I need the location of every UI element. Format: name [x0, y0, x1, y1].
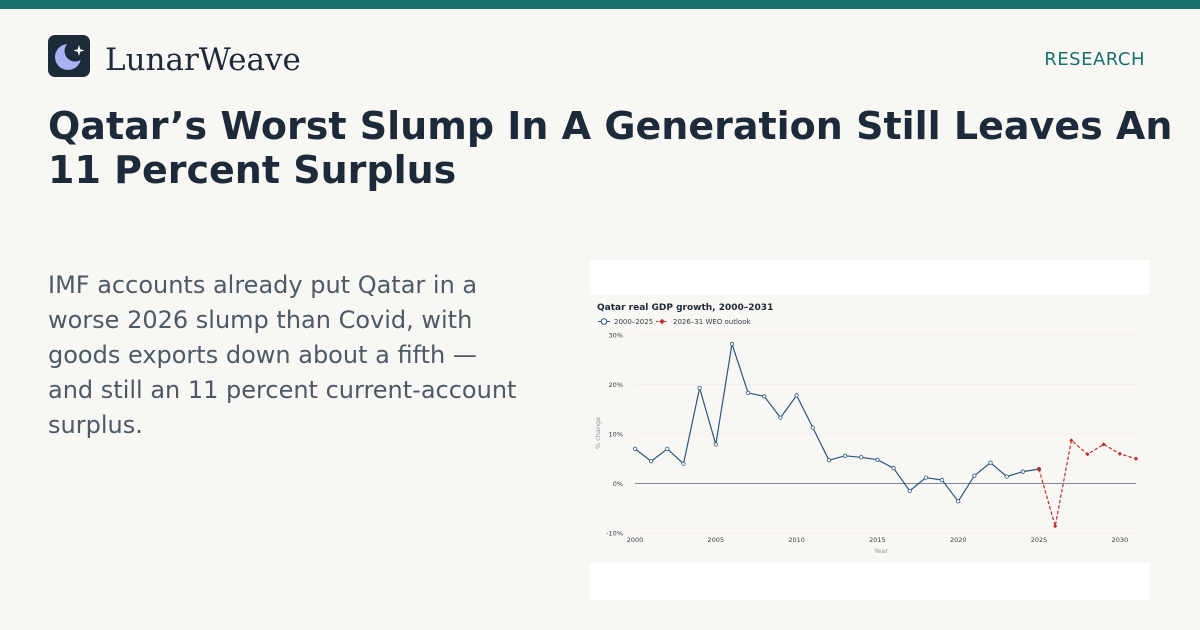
y-tick-label: 10% — [609, 430, 623, 438]
data-point-actual — [988, 460, 993, 465]
data-point-actual — [1004, 474, 1009, 479]
data-point-actual — [778, 415, 783, 420]
data-point-actual — [649, 459, 654, 464]
data-point-actual — [713, 442, 718, 447]
data-point-actual — [665, 446, 670, 451]
series-line-actual — [634, 343, 1040, 503]
data-point-outlook — [1053, 523, 1058, 529]
x-tick-label: 2030 — [1112, 536, 1129, 544]
top-accent-bar — [0, 0, 1200, 9]
data-point-actual — [826, 458, 832, 463]
x-tick-label: 2020 — [950, 536, 967, 544]
y-tick-label: 0% — [613, 480, 623, 488]
data-point-actual — [859, 455, 864, 460]
data-point-actual — [842, 453, 848, 458]
article-dek: IMF accounts already put Qatar in a wors… — [48, 271, 517, 439]
y-tick-label: -10% — [606, 529, 623, 537]
y-tick-label: 30% — [609, 331, 623, 339]
data-point-actual — [632, 446, 638, 451]
brand-logo[interactable] — [48, 35, 90, 77]
data-point-outlook — [1036, 467, 1042, 472]
data-point-outlook — [1101, 442, 1106, 447]
data-point-actual — [923, 475, 929, 480]
crescent-moon-icon — [55, 40, 86, 70]
chart-area: Qatar real GDP growth, 2000–2031 2000–20… — [590, 295, 1150, 563]
legend-label-outlook: 2026–31 WEO outlook — [673, 318, 752, 326]
data-point-actual — [762, 394, 767, 399]
data-point-actual — [681, 461, 686, 466]
data-point-actual — [697, 385, 702, 391]
x-tick-label: 2015 — [869, 536, 886, 544]
data-point-actual — [746, 390, 751, 396]
data-point-actual — [907, 488, 912, 494]
y-axis-title: % change — [594, 417, 602, 449]
legend-label-actual: 2000–2025 — [614, 318, 653, 326]
chart-legend: 2000–2025 2026–31 WEO outlook — [598, 318, 752, 326]
x-tick-label: 2010 — [788, 536, 805, 544]
y-tick-label: 20% — [609, 381, 623, 389]
data-point-actual — [729, 341, 735, 347]
section-label[interactable]: RESEARCH — [1044, 49, 1145, 70]
brand-name[interactable]: LunarWeave — [105, 42, 301, 78]
data-point-actual — [891, 466, 896, 471]
gdp-growth-chart: Qatar real GDP growth, 2000–2031 2000–20… — [594, 303, 1139, 555]
data-point-actual — [875, 457, 880, 462]
data-point-actual — [956, 499, 961, 504]
data-point-outlook — [1133, 456, 1139, 461]
article-headline: Qatar’s Worst Slump In A Generation Stil… — [48, 104, 1173, 192]
data-point-actual — [1020, 469, 1025, 474]
legend-marker-outlook — [659, 318, 665, 325]
data-point-outlook — [1117, 451, 1122, 456]
data-point-actual — [794, 393, 799, 398]
x-tick-label: 2005 — [708, 536, 725, 544]
chart-title: Qatar real GDP growth, 2000–2031 — [597, 303, 773, 313]
x-tick-label: 2000 — [627, 536, 644, 544]
data-point-actual — [972, 473, 977, 478]
x-axis-title: Year — [873, 547, 888, 555]
data-point-actual — [810, 425, 815, 430]
x-tick-label: 2025 — [1031, 536, 1048, 544]
data-point-outlook — [1069, 438, 1074, 443]
legend-marker-actual — [600, 318, 608, 325]
data-point-actual — [939, 477, 945, 483]
